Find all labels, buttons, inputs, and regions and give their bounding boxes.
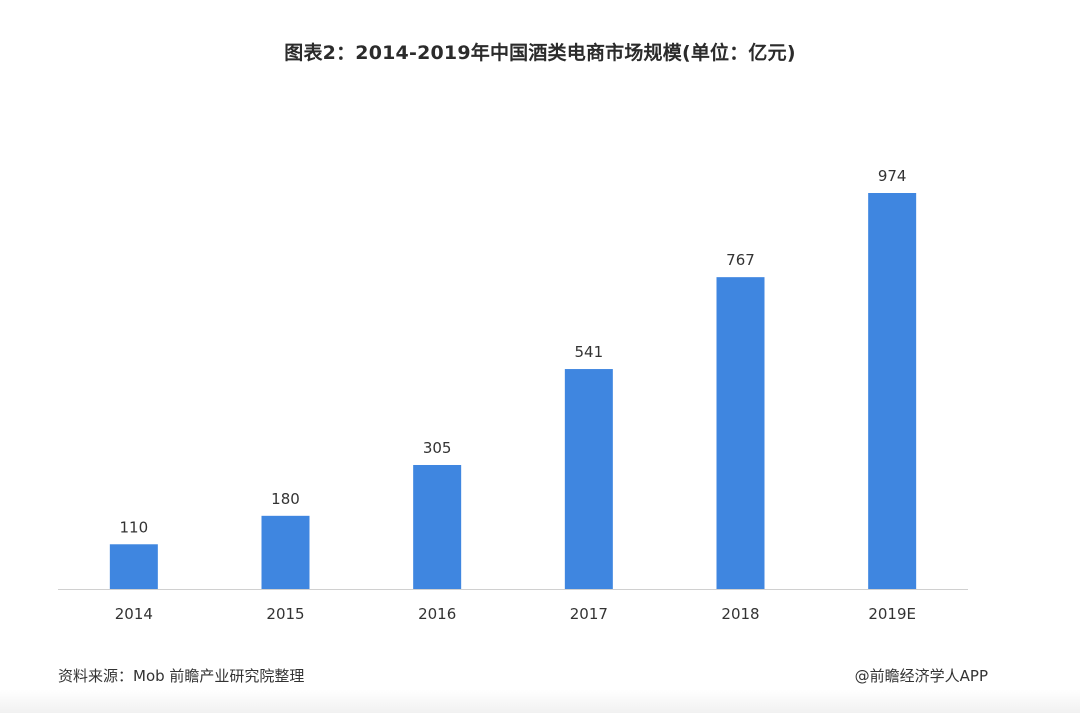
bar-2014 bbox=[109, 544, 158, 589]
x-tick-label-2016: 2016 bbox=[418, 605, 456, 623]
data-label-2019E: 974 bbox=[878, 167, 907, 185]
bar-2017 bbox=[564, 369, 613, 589]
data-label-2014: 110 bbox=[120, 518, 149, 536]
chart-title: 图表2：2014-2019年中国酒类电商市场规模(单位：亿元) bbox=[284, 42, 796, 64]
x-tick-label-2018: 2018 bbox=[721, 605, 759, 623]
x-tick-label-2019E: 2019E bbox=[868, 605, 916, 623]
bar-2015 bbox=[261, 515, 310, 589]
data-label-2018: 767 bbox=[726, 251, 755, 269]
bar-2019E bbox=[868, 193, 917, 589]
bar-2018 bbox=[716, 277, 765, 589]
source-note: 资料来源：Mob 前瞻产业研究院整理 bbox=[58, 667, 305, 685]
bottom-fade bbox=[0, 690, 1080, 713]
x-tick-label-2017: 2017 bbox=[570, 605, 608, 623]
credit-note: @前瞻经济学人APP bbox=[854, 667, 988, 685]
bar-2016 bbox=[413, 464, 462, 589]
data-label-2017: 541 bbox=[575, 343, 604, 361]
x-tick-label-2014: 2014 bbox=[115, 605, 153, 623]
x-tick-label-2015: 2015 bbox=[266, 605, 304, 623]
data-label-2015: 180 bbox=[271, 490, 300, 508]
data-label-2016: 305 bbox=[423, 439, 452, 457]
